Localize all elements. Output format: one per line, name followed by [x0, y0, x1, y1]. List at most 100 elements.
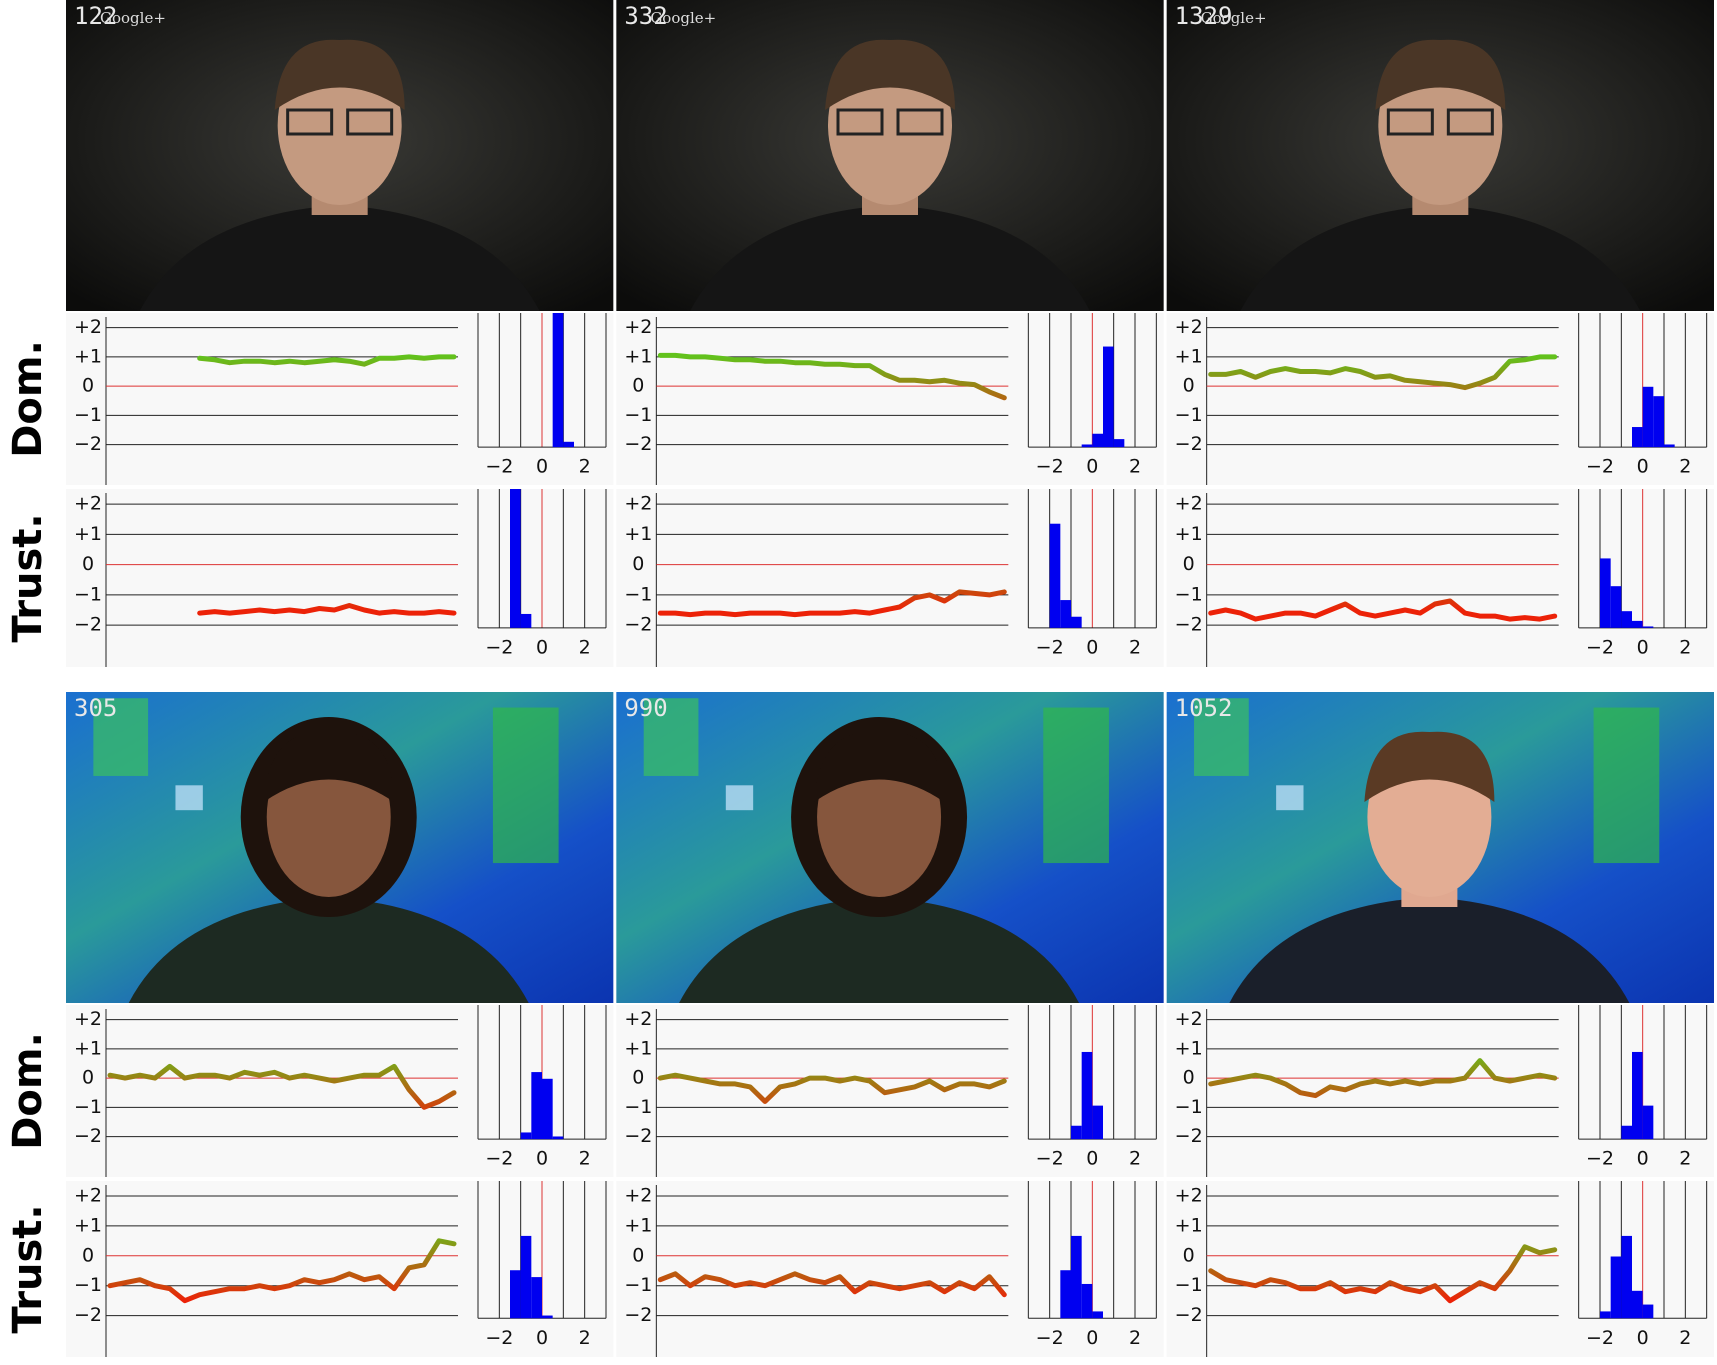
y-tick-label: 0	[1183, 1067, 1195, 1089]
histogram-bar	[1610, 1256, 1622, 1319]
histogram-bar	[1642, 626, 1654, 628]
chart-panel	[616, 313, 1164, 485]
histogram-bar	[1632, 1290, 1643, 1319]
x-tick-label: 2	[579, 1148, 591, 1170]
person-body	[128, 897, 529, 1003]
trace-line	[657, 1271, 1007, 1298]
watermark: Google+	[100, 9, 166, 27]
y-tick-label: −1	[1175, 1274, 1203, 1296]
background-block	[1593, 707, 1660, 864]
x-tick-label: −2	[1036, 1148, 1064, 1170]
y-tick-label: +1	[1175, 345, 1203, 367]
histogram-bar	[1610, 586, 1622, 628]
chart-panel	[66, 313, 614, 485]
histogram-bar	[510, 1270, 521, 1319]
y-tick-label: −1	[624, 1274, 652, 1296]
histogram-bar	[1621, 611, 1632, 628]
y-tick-label: +1	[1175, 1214, 1203, 1236]
x-tick-label: 2	[1129, 456, 1141, 478]
background-block	[725, 785, 754, 811]
y-tick-label: −2	[74, 614, 102, 636]
person-body	[139, 205, 540, 311]
histogram-bar	[1621, 1125, 1632, 1140]
y-tick-label: +2	[74, 316, 102, 338]
y-tick-label: +1	[74, 1037, 102, 1059]
frame-number: 1329	[1175, 2, 1233, 30]
histogram-bar	[1621, 1235, 1632, 1319]
x-tick-label: 2	[1679, 636, 1691, 658]
histogram-bar	[1642, 1105, 1654, 1140]
x-tick-label: 2	[1129, 1327, 1141, 1349]
row-label: Trust.	[5, 1204, 51, 1333]
x-tick-label: −2	[485, 456, 513, 478]
frame-number: 1052	[1175, 694, 1233, 722]
y-tick-label: 0	[1183, 553, 1195, 575]
histogram-bar	[1653, 396, 1664, 448]
watermark: Google+	[1201, 9, 1267, 27]
frame-number: 122	[74, 2, 117, 30]
histogram-bar	[1081, 1283, 1093, 1319]
trace-line	[657, 352, 1007, 401]
histogram-bar	[510, 489, 521, 628]
y-tick-label: 0	[632, 1244, 644, 1266]
y-tick-label: +2	[624, 1184, 652, 1206]
chart-panel	[1166, 313, 1714, 485]
histogram-bar	[531, 1072, 542, 1140]
y-tick-label: −1	[624, 1096, 652, 1118]
person-hair-top	[263, 731, 394, 802]
histogram-bar	[1060, 600, 1071, 628]
histogram-bar	[563, 441, 574, 448]
histogram-bar	[1642, 386, 1654, 448]
y-tick-label: +2	[1175, 493, 1203, 515]
y-tick-label: +2	[74, 1184, 102, 1206]
y-tick-label: −1	[74, 583, 102, 605]
chart-panel	[1166, 489, 1714, 667]
trace-line	[107, 1238, 457, 1304]
y-tick-label: +2	[1175, 1184, 1203, 1206]
x-tick-label: 0	[536, 636, 548, 658]
x-tick-label: 0	[536, 456, 548, 478]
x-tick-label: −2	[1036, 1327, 1064, 1349]
y-tick-label: −2	[1175, 1125, 1203, 1147]
row-label: Trust.	[5, 513, 51, 642]
background-block	[1043, 707, 1109, 864]
glasses	[346, 108, 394, 136]
y-tick-label: −2	[624, 1125, 652, 1147]
x-tick-label: −2	[485, 636, 513, 658]
y-tick-label: +1	[74, 345, 102, 367]
y-tick-label: −2	[624, 614, 652, 636]
trace-line	[107, 1063, 457, 1110]
y-tick-label: +1	[1175, 523, 1203, 545]
chart-panel	[616, 489, 1164, 667]
y-tick-label: −2	[1175, 433, 1203, 455]
y-tick-label: +1	[624, 1214, 652, 1236]
histogram-bar	[531, 1277, 542, 1319]
y-tick-label: 0	[82, 1067, 94, 1089]
x-tick-label: −2	[1036, 636, 1064, 658]
y-tick-label: −1	[1175, 583, 1203, 605]
x-tick-label: 0	[1086, 1148, 1098, 1170]
y-tick-label: +2	[1175, 1008, 1203, 1030]
x-tick-label: −2	[485, 1327, 513, 1349]
y-tick-label: +1	[74, 523, 102, 545]
x-tick-label: 2	[579, 636, 591, 658]
background-block	[93, 698, 149, 776]
y-tick-label: +1	[74, 1214, 102, 1236]
trace-line	[1208, 598, 1558, 622]
trace-line	[197, 603, 457, 616]
background-block	[1276, 785, 1304, 811]
x-tick-label: 0	[1637, 636, 1649, 658]
y-tick-label: +1	[624, 523, 652, 545]
trace-line	[657, 589, 1007, 618]
y-tick-label: +2	[74, 493, 102, 515]
x-tick-label: 0	[1086, 1327, 1098, 1349]
histogram-bar	[1632, 620, 1643, 628]
histogram-bar	[1632, 427, 1643, 448]
glasses	[286, 108, 334, 136]
y-tick-label: −1	[624, 404, 652, 426]
y-tick-label: −2	[74, 433, 102, 455]
glasses	[896, 108, 944, 136]
histogram-bar	[1081, 1051, 1093, 1140]
x-tick-label: −2	[1586, 456, 1614, 478]
x-tick-label: −2	[1586, 1327, 1614, 1349]
